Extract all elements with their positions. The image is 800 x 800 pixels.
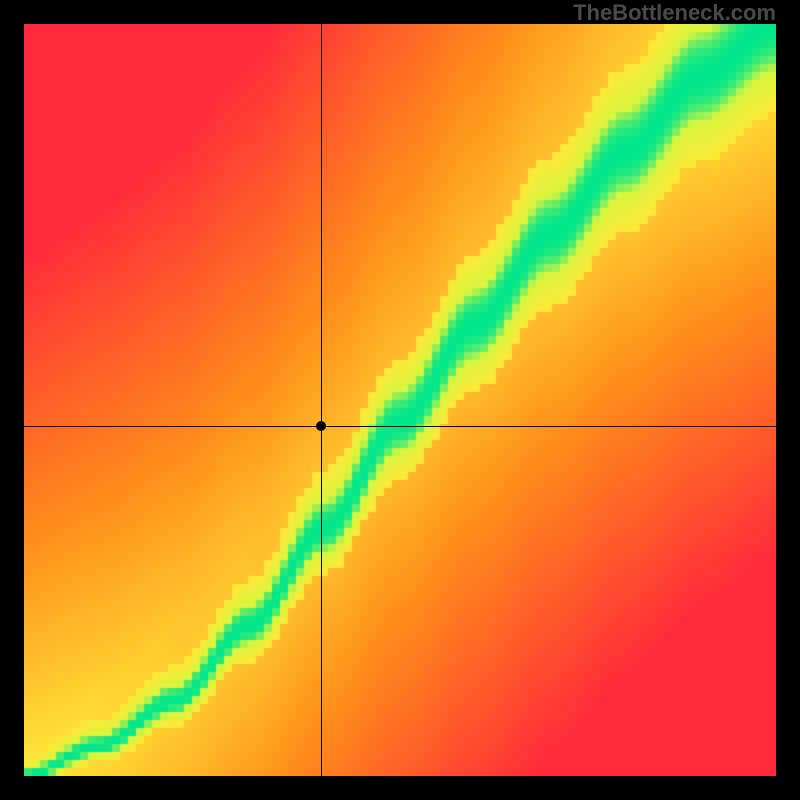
- crosshair-horizontal: [24, 426, 776, 427]
- data-point-marker: [316, 421, 326, 431]
- crosshair-vertical: [321, 24, 322, 776]
- chart-container: TheBottleneck.com: [0, 0, 800, 800]
- bottleneck-heatmap: [24, 24, 776, 776]
- watermark-text: TheBottleneck.com: [573, 0, 776, 26]
